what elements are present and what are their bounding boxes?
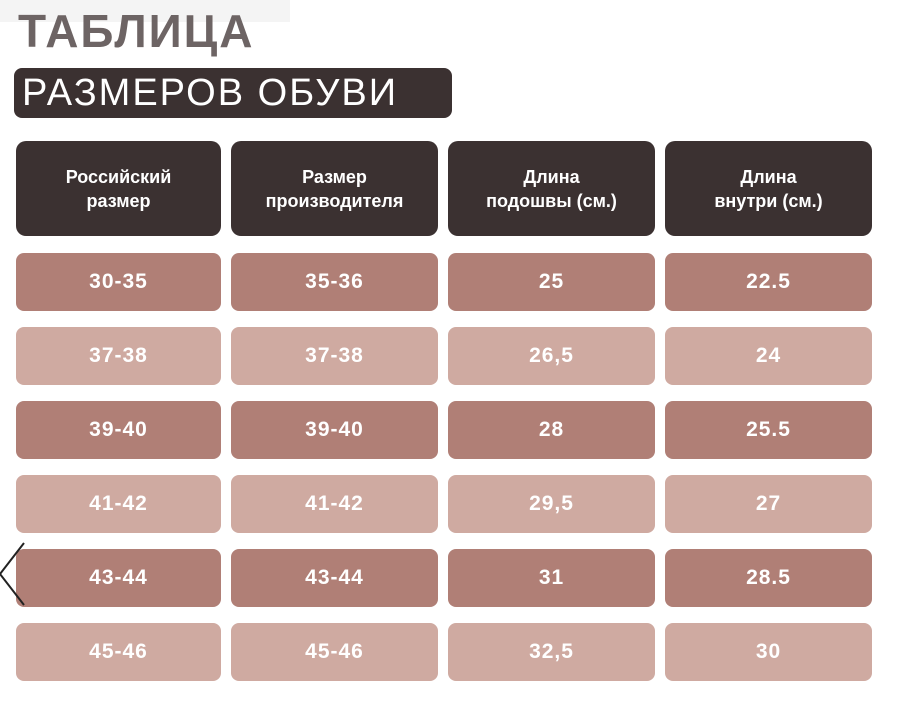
table-cell: 31: [448, 549, 655, 607]
table-cell: 29,5: [448, 475, 655, 533]
page-title: ТАБЛИЦА: [18, 5, 255, 57]
table-cell: 32,5: [448, 623, 655, 681]
table-cell: 39-40: [16, 401, 221, 459]
table-row: 39-40 39-40 28 25.5: [16, 385, 872, 459]
table-cell: 25: [448, 253, 655, 311]
table-cell: 39-40: [231, 401, 438, 459]
table-cell: 37-38: [16, 327, 221, 385]
watermark: [0, 0, 290, 22]
table-cell: 45-46: [16, 623, 221, 681]
table-row: 30-35 35-36 25 22.5: [16, 236, 872, 311]
table-cell: 37-38: [231, 327, 438, 385]
header-russian-size: Российский размер: [16, 141, 221, 236]
table-cell: 45-46: [231, 623, 438, 681]
table-cell: 43-44: [16, 549, 221, 607]
table-cell: 24: [665, 327, 872, 385]
table-cell: 26,5: [448, 327, 655, 385]
chevron-left-icon[interactable]: [0, 541, 30, 607]
table-cell: 27: [665, 475, 872, 533]
table-cell: 43-44: [231, 549, 438, 607]
header-inner-length: Длина внутри (см.): [665, 141, 872, 236]
table-row: 43-44 43-44 31 28.5: [16, 533, 872, 607]
table-row: 45-46 45-46 32,5 30: [16, 607, 872, 681]
header-sole-length: Длина подошвы (см.): [448, 141, 655, 236]
page-subtitle: РАЗМЕРОВ ОБУВИ: [14, 68, 452, 118]
table-cell: 41-42: [16, 475, 221, 533]
table-cell: 25.5: [665, 401, 872, 459]
table-row: 41-42 41-42 29,5 27: [16, 459, 872, 533]
table-cell: 30: [665, 623, 872, 681]
table-row: 37-38 37-38 26,5 24: [16, 311, 872, 385]
table-cell: 30-35: [16, 253, 221, 311]
table-cell: 41-42: [231, 475, 438, 533]
size-table: Российский размер Размер производителя Д…: [16, 141, 872, 681]
table-cell: 35-36: [231, 253, 438, 311]
table-cell: 28: [448, 401, 655, 459]
table-cell: 22.5: [665, 253, 872, 311]
table-cell: 28.5: [665, 549, 872, 607]
header-manufacturer-size: Размер производителя: [231, 141, 438, 236]
